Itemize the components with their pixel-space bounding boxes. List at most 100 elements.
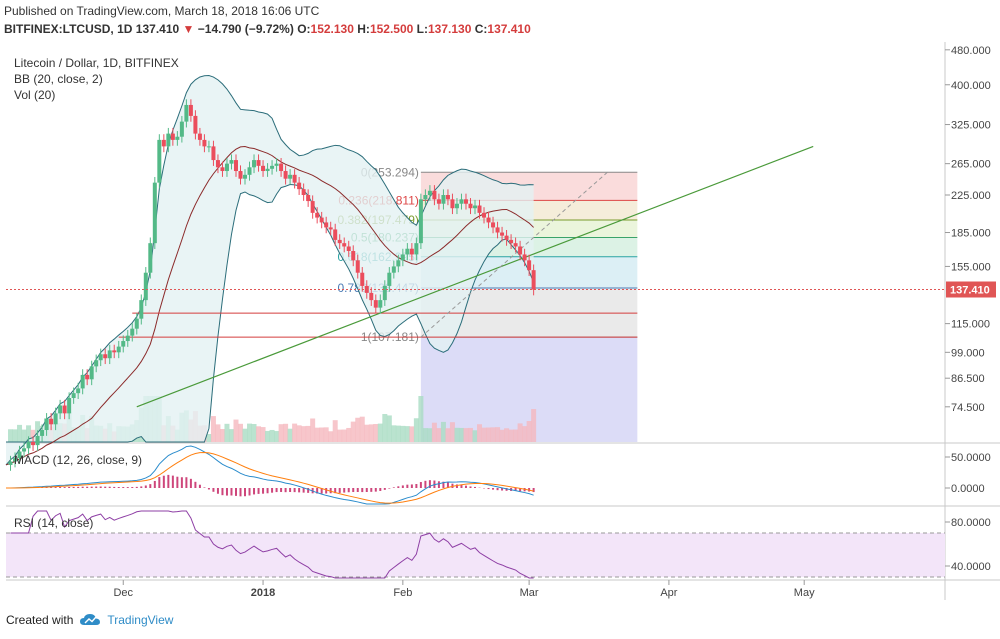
- candle-body: [22, 448, 27, 452]
- candle-body: [220, 167, 225, 172]
- candle-body: [418, 199, 423, 244]
- candle-body: [463, 199, 468, 204]
- volume-bar: [301, 426, 307, 442]
- volume-bar: [454, 427, 460, 442]
- candle-body: [445, 195, 450, 200]
- candle-body: [337, 239, 342, 244]
- candle-body: [527, 260, 532, 271]
- candle-body: [495, 227, 500, 233]
- volume-bar: [517, 423, 523, 442]
- volume-bar: [228, 429, 234, 442]
- candle-body: [477, 205, 482, 213]
- time-axis[interactable]: Dec 2018 Feb Mar Apr May: [113, 580, 815, 599]
- volume-bar: [386, 415, 392, 442]
- volume-bar: [305, 425, 311, 442]
- candle-body: [49, 418, 54, 425]
- candle-body: [89, 366, 94, 380]
- volume-bar: [292, 423, 298, 442]
- bb-lower: [6, 183, 535, 443]
- volume-bar: [355, 417, 361, 442]
- macd-legend: MACD (12, 26, close, 9): [14, 453, 143, 467]
- volume-bar: [283, 423, 289, 442]
- candle-body: [315, 212, 320, 218]
- candle-body: [125, 335, 130, 342]
- candle-body: [378, 300, 383, 308]
- volume-bar: [247, 423, 253, 442]
- candle-body: [261, 165, 266, 172]
- high-label: H:: [357, 22, 370, 36]
- candle-body: [473, 205, 477, 209]
- volume-bar: [332, 420, 338, 442]
- candle-body: [188, 104, 193, 116]
- volume-bar: [400, 425, 406, 442]
- volume-bar: [274, 431, 280, 442]
- open-label: O:: [297, 22, 311, 36]
- candle-body: [139, 300, 144, 319]
- candle-body: [80, 374, 85, 389]
- candle-body: [252, 160, 257, 168]
- candle-body: [247, 167, 252, 175]
- candle-body: [256, 160, 261, 166]
- price-axis[interactable]: 480.000 400.000 325.000 265.000 225.000 185.0…: [6, 45, 996, 414]
- volume-bar: [526, 421, 532, 442]
- price-tick-label: 115.000: [951, 319, 990, 331]
- candle-body: [491, 222, 496, 228]
- rsi-pane: 80.0000 40.0000: [6, 510, 991, 579]
- volume-bar: [251, 424, 257, 442]
- volume-bar: [513, 429, 519, 442]
- rsi-tick-label: 40.0000: [951, 561, 991, 573]
- volume-bar: [472, 430, 478, 442]
- candle-body: [71, 393, 76, 399]
- volume-bar: [531, 409, 537, 442]
- volume-bar: [481, 427, 487, 442]
- candle-body: [31, 442, 36, 446]
- volume-bar: [522, 426, 528, 442]
- candle-body: [531, 270, 536, 290]
- volume-bar: [346, 427, 352, 442]
- volume-bar: [215, 424, 221, 442]
- volume-bar: [233, 419, 239, 442]
- candle-body: [346, 246, 351, 251]
- volume-bar: [265, 430, 271, 442]
- candle-body: [504, 235, 509, 240]
- candle-body: [279, 163, 284, 172]
- volume-bar: [323, 427, 329, 442]
- volume-bar: [238, 423, 243, 442]
- candle-body: [482, 212, 487, 218]
- candle-body: [157, 139, 162, 183]
- candle-body: [306, 195, 311, 202]
- candle-body: [243, 174, 248, 179]
- volume-bar: [341, 429, 347, 442]
- time-tick-label: 2018: [251, 587, 275, 599]
- candle-body: [202, 139, 207, 147]
- volume-bar: [477, 424, 483, 442]
- volume-bar: [404, 426, 410, 442]
- candle-body: [450, 199, 455, 209]
- candle-body: [432, 190, 437, 200]
- candle-body: [468, 203, 473, 209]
- volume-bar: [458, 427, 464, 442]
- rsi-legend: RSI (14, close): [14, 516, 94, 530]
- candle-body: [35, 435, 40, 446]
- candle-body: [238, 171, 243, 179]
- candle-body: [134, 318, 139, 329]
- candle-body: [423, 195, 428, 200]
- price-tick-label: 225.000: [951, 190, 991, 202]
- candle-body: [436, 199, 441, 204]
- tradingview-brand[interactable]: TradingView: [107, 613, 174, 627]
- volume-bar: [377, 423, 383, 442]
- volume-bar: [382, 414, 388, 442]
- candle-body: [175, 136, 180, 140]
- rsi-tick-label: 80.0000: [951, 517, 991, 529]
- volume-bar: [8, 429, 14, 442]
- volume-bar: [17, 424, 23, 442]
- candle-body: [197, 133, 202, 140]
- volume-bar: [449, 422, 455, 442]
- candle-body: [324, 222, 329, 228]
- candle-body: [53, 413, 58, 425]
- drawn-lines[interactable]: [118, 145, 814, 408]
- candle-body: [76, 388, 81, 394]
- macd-pane: 50.0000 0.0000: [5, 445, 991, 505]
- candle-body: [94, 360, 99, 367]
